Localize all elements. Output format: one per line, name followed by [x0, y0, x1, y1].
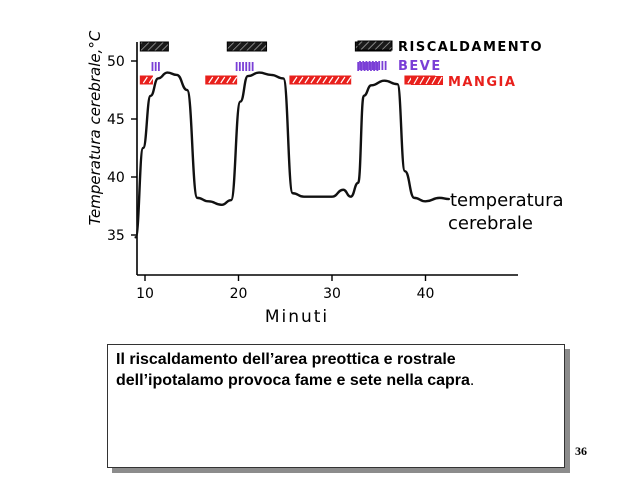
event-mangia-2-hatch-line	[316, 76, 322, 84]
event-mangia-1-hatch-line	[226, 76, 232, 84]
event-mangia-1-hatch-line	[214, 76, 220, 84]
event-mangia-1	[205, 75, 238, 85]
event-beve-1	[235, 62, 254, 71]
legend-swatch-eat-hatch	[431, 76, 437, 85]
event-mangia-2	[289, 75, 352, 85]
caption-text: Il riscaldamento dell’area preottica e r…	[116, 349, 556, 391]
event-mangia-2-hatch-line	[310, 76, 316, 84]
event-mangia-0	[139, 75, 153, 85]
event-mangia-0-hatch-line	[142, 76, 148, 84]
y-axis-label: Temperatura cerebrale,°C	[86, 30, 104, 225]
event-riscaldamento-1	[226, 41, 268, 52]
x-axis-label: Minuti	[265, 307, 329, 327]
legend-label-riscaldamento: RISCALDAMENTO	[398, 40, 543, 55]
event-beve-0	[151, 62, 160, 71]
x-tick-label-40: 40	[417, 286, 435, 302]
event-mangia-2-hatch-line	[340, 76, 346, 84]
caption-period: .	[469, 372, 475, 389]
event-mangia-2-hatch-line	[304, 76, 310, 84]
legend-swatch-eat	[411, 76, 443, 85]
tick-labels: 35 40 45 50 10 20 30 40 Minuti Temperatura cerebr…	[86, 30, 434, 327]
caption-box: Il riscaldamento dell’area preottica e r…	[107, 344, 565, 468]
y-tick-label-40: 40	[107, 170, 125, 186]
y-tick-label-50: 50	[107, 54, 125, 70]
event-mangia-0-hatch-line	[148, 76, 154, 84]
legend-swatch-heat	[357, 40, 393, 51]
event-riscaldamento-0	[139, 41, 169, 52]
x-tick-label-20: 20	[230, 286, 248, 302]
caption-line-2: dell’ipotalamo provoca fame e sete nella…	[116, 372, 470, 389]
x-tick-label-30: 30	[323, 286, 341, 302]
temperature-curve	[134, 71, 451, 239]
legend-swatch-eat-hatch	[419, 76, 425, 85]
event-mangia-2-hatch-line	[346, 76, 352, 84]
event-mangia-1-hatch	[208, 76, 238, 84]
event-mangia-2-hatch-line	[334, 76, 340, 84]
y-tick-label-45: 45	[107, 112, 125, 128]
page-number: 36	[575, 444, 587, 458]
event-mangia-2-hatch-line	[328, 76, 334, 84]
event-mangia-2-hatch	[292, 76, 352, 84]
curve-label-line-1: temperatura	[450, 190, 564, 211]
legend-swatch-eat-hatch	[413, 76, 419, 85]
event-mangia-0-hatch	[142, 76, 154, 84]
legend-swatch-drink	[359, 61, 387, 70]
caption-line-1: Il riscaldamento dell’area preottica e r…	[116, 351, 456, 368]
event-mangia-1-hatch-line	[232, 76, 238, 84]
curve-label-line-2: cerebrale	[448, 213, 533, 234]
legend-label-beve: BEVE	[398, 59, 442, 74]
legend-swatch-eat-hatch	[425, 76, 431, 85]
y-tick-label-35: 35	[107, 228, 125, 244]
event-mangia-2-hatch-line	[298, 76, 304, 84]
legend: RISCALDAMENTO BEVE MANGIA	[357, 40, 543, 90]
chart: 35 40 45 50 10 20 30 40 Minuti Temperatura cerebr…	[86, 30, 564, 327]
event-mangia-2-hatch-line	[292, 76, 298, 84]
event-mangia-1-hatch-line	[208, 76, 214, 84]
event-mangia-2-hatch-line	[322, 76, 328, 84]
event-beve-2	[357, 62, 379, 71]
x-tick-label-10: 10	[136, 286, 154, 302]
legend-swatch-eat-hatch	[437, 76, 443, 85]
event-mangia-1-hatch-line	[220, 76, 226, 84]
legend-label-mangia: MANGIA	[448, 75, 516, 90]
